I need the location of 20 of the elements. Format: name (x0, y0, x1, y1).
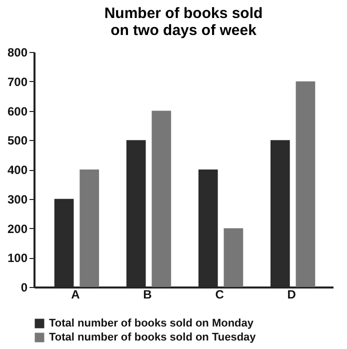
y-tick-label: 100 (7, 251, 28, 266)
x-tick-label: A (71, 288, 80, 302)
bar (224, 228, 244, 287)
bar (80, 170, 100, 287)
x-tick-label: B (143, 288, 152, 302)
x-tick-label: D (287, 288, 296, 302)
y-tick-label: 0 (20, 280, 28, 294)
chart-title: Number of books sold on two days of week (104, 5, 263, 39)
legend-label: Total number of books sold on Monday (49, 318, 254, 330)
legend-label: Total number of books sold on Tuesday (49, 332, 257, 344)
y-tick-label: 400 (7, 163, 28, 177)
y-tick-label: 200 (7, 222, 28, 236)
y-tick-label: 800 (7, 46, 28, 60)
bar (152, 110, 172, 287)
x-tick-label: C (215, 288, 224, 302)
y-tick-label: 700 (7, 74, 28, 89)
y-tick-label: 500 (7, 134, 28, 148)
y-tick-label: 600 (7, 104, 28, 118)
y-tick-label: 300 (7, 192, 28, 206)
bar (296, 81, 316, 287)
